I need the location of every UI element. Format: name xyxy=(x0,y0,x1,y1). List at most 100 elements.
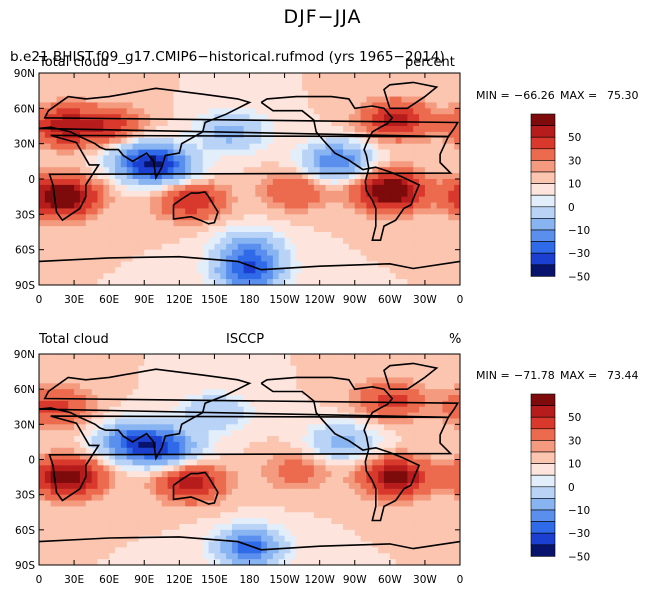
heatmap-cell xyxy=(366,523,373,531)
heatmap-cell xyxy=(208,232,215,239)
heatmap-cell xyxy=(109,529,116,537)
heatmap-cell xyxy=(220,255,227,262)
heatmap-cell xyxy=(50,167,57,174)
heatmap-cell xyxy=(220,96,227,103)
heatmap-cell xyxy=(79,261,87,268)
heatmap-cell xyxy=(155,73,163,80)
heatmap-cell xyxy=(430,131,438,139)
heatmap-cell xyxy=(413,196,420,203)
heatmap-cell xyxy=(109,365,116,372)
heatmap-cell xyxy=(208,96,215,103)
heatmap-cell xyxy=(454,232,461,239)
heatmap-cell xyxy=(173,436,180,443)
heatmap-cell xyxy=(331,354,338,361)
heatmap-cell xyxy=(173,494,180,501)
heatmap-cell xyxy=(325,214,332,221)
heatmap-cell xyxy=(430,202,438,209)
heatmap-cell xyxy=(255,354,262,361)
heatmap-cell xyxy=(430,512,438,519)
heatmap-cell xyxy=(226,149,233,156)
heatmap-cell xyxy=(261,214,268,221)
heatmap-cell xyxy=(366,389,373,396)
heatmap-cell xyxy=(302,488,309,496)
heatmap-cell xyxy=(442,359,449,367)
heatmap-cell xyxy=(202,155,209,162)
heatmap-cell xyxy=(226,232,233,239)
heatmap-cell xyxy=(378,354,385,361)
heatmap-cell xyxy=(226,453,233,460)
heatmap-cell xyxy=(319,447,326,455)
heatmap-cell xyxy=(179,512,186,519)
heatmap-cell xyxy=(191,482,198,490)
heatmap-cell xyxy=(302,273,309,280)
heatmap-cell xyxy=(173,214,180,221)
heatmap-cell xyxy=(237,436,245,443)
heatmap-cell xyxy=(424,424,432,431)
heatmap-cell xyxy=(138,155,145,162)
heatmap-cell xyxy=(413,523,420,531)
heatmap-cell xyxy=(419,512,426,519)
heatmap-cell xyxy=(91,424,98,431)
heatmap-cell xyxy=(419,190,426,198)
heatmap-cell xyxy=(196,190,204,198)
heatmap-cell xyxy=(261,371,268,378)
heatmap-cell xyxy=(313,131,321,139)
heatmap-cell xyxy=(62,90,69,97)
heatmap-cell xyxy=(413,96,420,103)
heatmap-cell xyxy=(302,220,309,227)
heatmap-cell xyxy=(261,261,268,268)
heatmap-cell xyxy=(307,471,315,478)
heatmap-cell xyxy=(185,232,192,239)
heatmap-cell xyxy=(284,365,291,372)
heatmap-cell xyxy=(419,131,426,139)
heatmap-cell xyxy=(284,73,291,80)
heatmap-cell xyxy=(144,78,151,86)
heatmap-cell xyxy=(424,167,432,174)
heatmap-cell xyxy=(39,214,46,221)
heatmap-cell xyxy=(401,377,408,384)
heatmap-cell xyxy=(249,273,256,280)
heatmap-cell xyxy=(290,120,297,127)
heatmap-cell xyxy=(354,465,361,472)
heatmap-cell xyxy=(401,243,408,251)
heatmap-cell xyxy=(319,149,326,156)
heatmap-cell xyxy=(278,488,285,496)
heatmap-cell xyxy=(167,477,174,484)
heatmap-cell xyxy=(74,459,81,466)
heatmap-cell xyxy=(132,465,139,472)
heatmap-cell xyxy=(436,220,443,227)
heatmap-cell xyxy=(74,120,81,127)
heatmap-cell xyxy=(237,255,245,262)
heatmap-cell xyxy=(144,500,151,507)
heatmap-cell xyxy=(395,126,402,133)
heatmap-cell xyxy=(337,267,344,274)
heatmap-cell xyxy=(196,395,204,402)
heatmap-cell xyxy=(442,383,449,390)
heatmap-cell xyxy=(389,500,397,507)
heatmap-cell xyxy=(115,371,122,378)
heatmap-cell xyxy=(115,102,122,109)
heatmap-cell xyxy=(202,84,209,92)
heatmap-cell xyxy=(343,523,350,531)
heatmap-cell xyxy=(202,137,209,145)
heatmap-cell xyxy=(208,261,215,268)
heatmap-cell xyxy=(442,465,449,472)
heatmap-cell xyxy=(173,108,180,115)
heatmap-cell xyxy=(290,482,297,490)
heatmap-cell xyxy=(331,208,338,215)
heatmap-cell xyxy=(267,126,274,133)
heatmap-cell xyxy=(62,78,69,86)
heatmap-cell xyxy=(442,471,449,478)
heatmap-cell xyxy=(208,126,215,133)
heatmap-cell xyxy=(208,179,215,186)
heatmap-cell xyxy=(348,120,356,127)
heatmap-cell xyxy=(231,179,239,186)
heatmap-cell xyxy=(167,220,174,227)
heatmap-cell xyxy=(424,226,432,233)
heatmap-cell xyxy=(132,365,139,372)
heatmap-cell xyxy=(331,220,338,227)
heatmap-cell xyxy=(343,173,350,180)
heatmap-cell xyxy=(39,267,46,274)
heatmap-cell xyxy=(68,512,75,519)
heatmap-cell xyxy=(325,273,332,280)
